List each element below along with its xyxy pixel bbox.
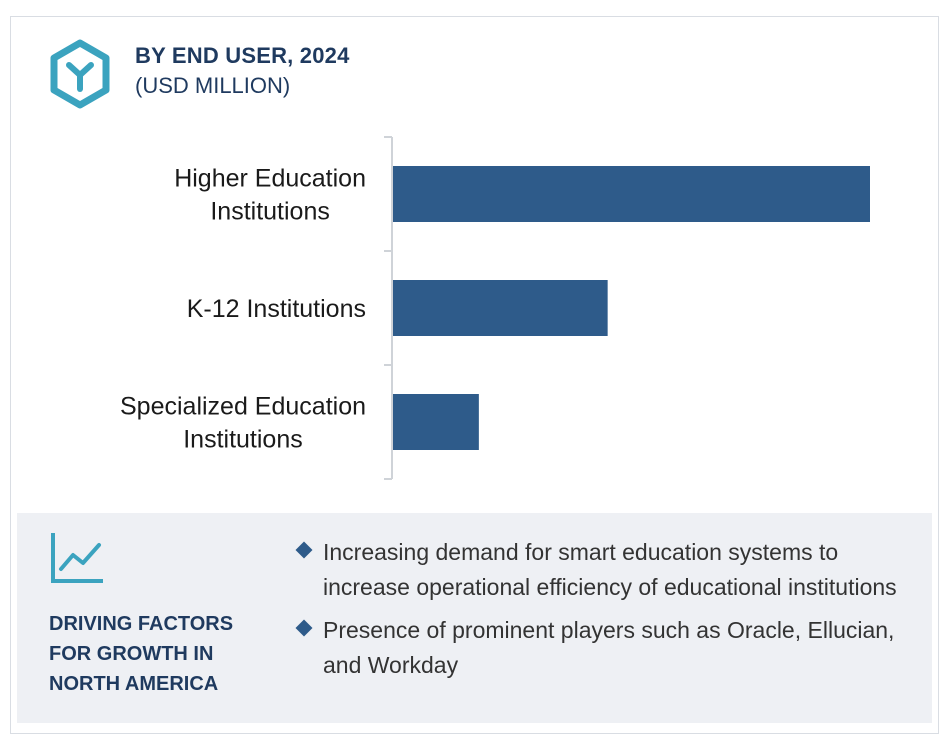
category-label: Specialized Education xyxy=(120,393,366,421)
bullet-text: Presence of prominent players such as Or… xyxy=(323,617,895,678)
bar-1 xyxy=(393,280,608,336)
hexagon-y-logo-icon xyxy=(50,39,110,109)
infographic-card: BY END USER, 2024 (USD MILLION) Higher E… xyxy=(10,16,939,734)
driving-factors-panel: DRIVING FACTORS FOR GROWTH IN NORTH AMER… xyxy=(17,513,932,723)
category-label: Institutions xyxy=(210,198,330,226)
chart-title: BY END USER, 2024 xyxy=(135,43,350,68)
driving-factors-heading: DRIVING FACTORS FOR GROWTH IN NORTH AMER… xyxy=(49,613,234,695)
trend-line-chart-icon xyxy=(51,533,103,583)
bullet-text: Increasing demand for smart education sy… xyxy=(323,539,897,600)
driving-factors-list: Increasing demand for smart education sy… xyxy=(295,535,925,691)
list-item: Presence of prominent players such as Or… xyxy=(295,613,925,683)
diamond-bullet-icon xyxy=(295,619,313,637)
category-label: K-12 Institutions xyxy=(187,295,366,323)
category-label: Institutions xyxy=(183,426,303,454)
chart-subtitle: (USD MILLION) xyxy=(135,73,291,98)
category-label: Higher Education xyxy=(174,165,366,193)
bar-chart: Higher Education Institutions K-12 Institu… xyxy=(120,136,870,480)
list-item: Increasing demand for smart education sy… xyxy=(295,535,925,605)
bar-2 xyxy=(393,394,479,450)
bar-0 xyxy=(393,166,870,222)
diamond-bullet-icon xyxy=(295,541,313,559)
